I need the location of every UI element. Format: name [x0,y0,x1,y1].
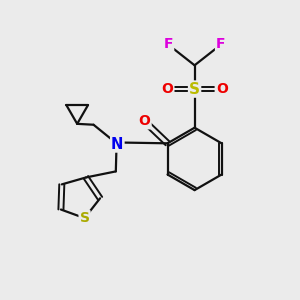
Text: O: O [139,114,151,128]
Text: S: S [189,82,200,97]
Text: F: F [164,37,173,51]
Text: O: O [161,82,173,96]
Text: N: N [111,136,124,152]
Text: S: S [80,211,90,225]
Text: F: F [216,37,226,51]
Text: O: O [216,82,228,96]
